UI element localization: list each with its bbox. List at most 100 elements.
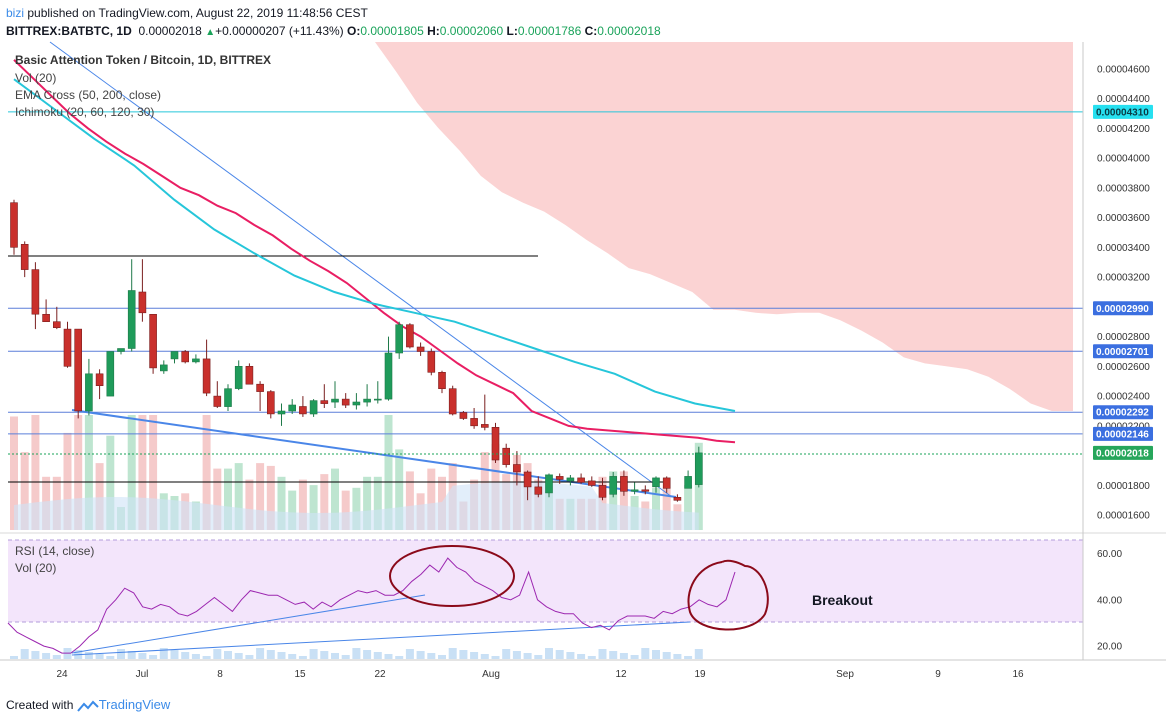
price-tick-label: 0.00004200	[1097, 124, 1150, 135]
rsi-volume-bar	[555, 650, 564, 659]
candle-body	[523, 471, 532, 488]
candle-body	[459, 412, 468, 419]
candle-body	[694, 452, 703, 485]
volume-bar	[63, 432, 72, 530]
time-axis[interactable]: 24 Jul 8 15 22 Aug 12 19 Sep 9 16	[56, 669, 1024, 680]
volume-bar	[95, 463, 104, 530]
candle	[352, 393, 361, 410]
candle-body	[95, 373, 104, 386]
rsi-volume-bar	[512, 651, 521, 659]
price-tick-label: 0.00003200	[1097, 273, 1150, 284]
volume-bar	[149, 415, 158, 530]
rsi-volume-bar	[84, 652, 93, 659]
rsi-volume-bar	[170, 650, 179, 659]
rsi-volume-bar	[587, 656, 596, 659]
rsi-axis[interactable]: 20.00 40.00 60.00	[1097, 549, 1122, 653]
rsi-volume-bar	[662, 652, 671, 659]
volume-bar	[662, 487, 671, 530]
candle-body	[63, 328, 72, 367]
legend-rsi[interactable]: RSI (14, close)	[15, 544, 95, 558]
candle	[534, 476, 543, 498]
time-tick-label: 24	[56, 669, 68, 680]
rsi-volume-bar	[138, 653, 147, 659]
price-tag-label: 0.00002701	[1096, 347, 1149, 358]
volume-bar	[266, 465, 275, 530]
candle	[587, 476, 596, 487]
candle-body	[309, 400, 318, 415]
created-with-label: Created with	[6, 698, 74, 712]
candle-body	[448, 388, 457, 415]
candle	[513, 451, 521, 486]
price-tick-label: 0.00004600	[1097, 64, 1150, 75]
candle-body	[587, 480, 596, 486]
legend-ema-cross[interactable]: EMA Cross (50, 200, close)	[15, 88, 162, 102]
candle	[427, 348, 436, 376]
candle	[266, 390, 275, 419]
rsi-volume-bar	[609, 651, 618, 659]
series-title[interactable]: Basic Attention Token / Bitcoin, 1D, BIT…	[15, 53, 272, 67]
rsi-volume-bar	[459, 650, 468, 659]
rsi-volume-bar	[213, 649, 222, 659]
price-tick-label: 0.00002600	[1097, 362, 1150, 373]
price-pane[interactable]	[8, 41, 1083, 530]
candle-body	[384, 352, 393, 400]
price-tag-box	[1093, 301, 1153, 316]
volume-bar	[245, 479, 254, 530]
rsi-volume-bar	[298, 656, 307, 659]
candle	[523, 470, 532, 501]
candle-body	[20, 244, 29, 270]
candle	[85, 358, 93, 416]
candle	[31, 262, 40, 330]
volume-bar	[405, 471, 414, 530]
candle-body	[373, 398, 382, 401]
volume-bar	[10, 416, 18, 530]
legend-rsi-volume[interactable]: Vol (20)	[15, 561, 57, 575]
candle-body	[502, 447, 511, 465]
candle	[438, 370, 446, 394]
tradingview-brand[interactable]: TradingView	[98, 697, 171, 712]
time-tick-label: 16	[1012, 669, 1024, 680]
candle	[491, 422, 500, 463]
rsi-band-background	[8, 540, 1083, 622]
breakout-annotation: Breakout	[812, 592, 873, 608]
candle	[170, 351, 179, 364]
ema-200-line	[13, 59, 736, 444]
rsi-volume-bar	[641, 648, 650, 659]
candle-body	[630, 489, 639, 492]
price-tick-label: 0.00002400	[1097, 392, 1150, 403]
rsi-volume-bar	[694, 649, 703, 659]
rsi-circle-breakout	[687, 559, 769, 631]
price-tick-label: 0.00004000	[1097, 154, 1150, 165]
low-value: 0.00001786	[517, 24, 582, 38]
candle	[341, 393, 350, 408]
rsi-volume-bar	[534, 655, 543, 659]
rsi-pane[interactable]	[7, 539, 1083, 659]
candle	[234, 360, 243, 391]
rsi-volume-bar	[127, 651, 136, 659]
candle-body	[277, 410, 286, 415]
price-tag-box	[1093, 405, 1153, 420]
legend-ichimoku[interactable]: Ichimoku (20, 60, 120, 30)	[15, 105, 155, 119]
rsi-volume-bar	[652, 650, 660, 659]
candle	[630, 482, 639, 495]
candle-body	[85, 373, 93, 412]
candle	[106, 351, 115, 397]
volume-bar	[384, 415, 393, 530]
rsi-volume-bar	[224, 651, 232, 659]
high-label: H:	[427, 24, 440, 38]
footer: Created with TradingView	[6, 697, 170, 712]
author-name[interactable]: bizi	[6, 6, 25, 20]
time-tick-label: 9	[935, 669, 941, 680]
candle-body	[684, 476, 692, 489]
volume-bar	[298, 479, 307, 530]
last-price: 0.00002018	[138, 24, 202, 38]
publish-info: published on TradingView.com, August 22,…	[27, 6, 368, 20]
rsi-volume-bar	[106, 656, 115, 659]
rsi-volume-bar	[191, 654, 200, 659]
candle-body	[438, 371, 446, 389]
volume-bar	[684, 485, 693, 530]
legend-volume[interactable]: Vol (20)	[15, 71, 57, 85]
candle-body	[577, 477, 585, 483]
rsi-volume-bar	[438, 655, 446, 659]
